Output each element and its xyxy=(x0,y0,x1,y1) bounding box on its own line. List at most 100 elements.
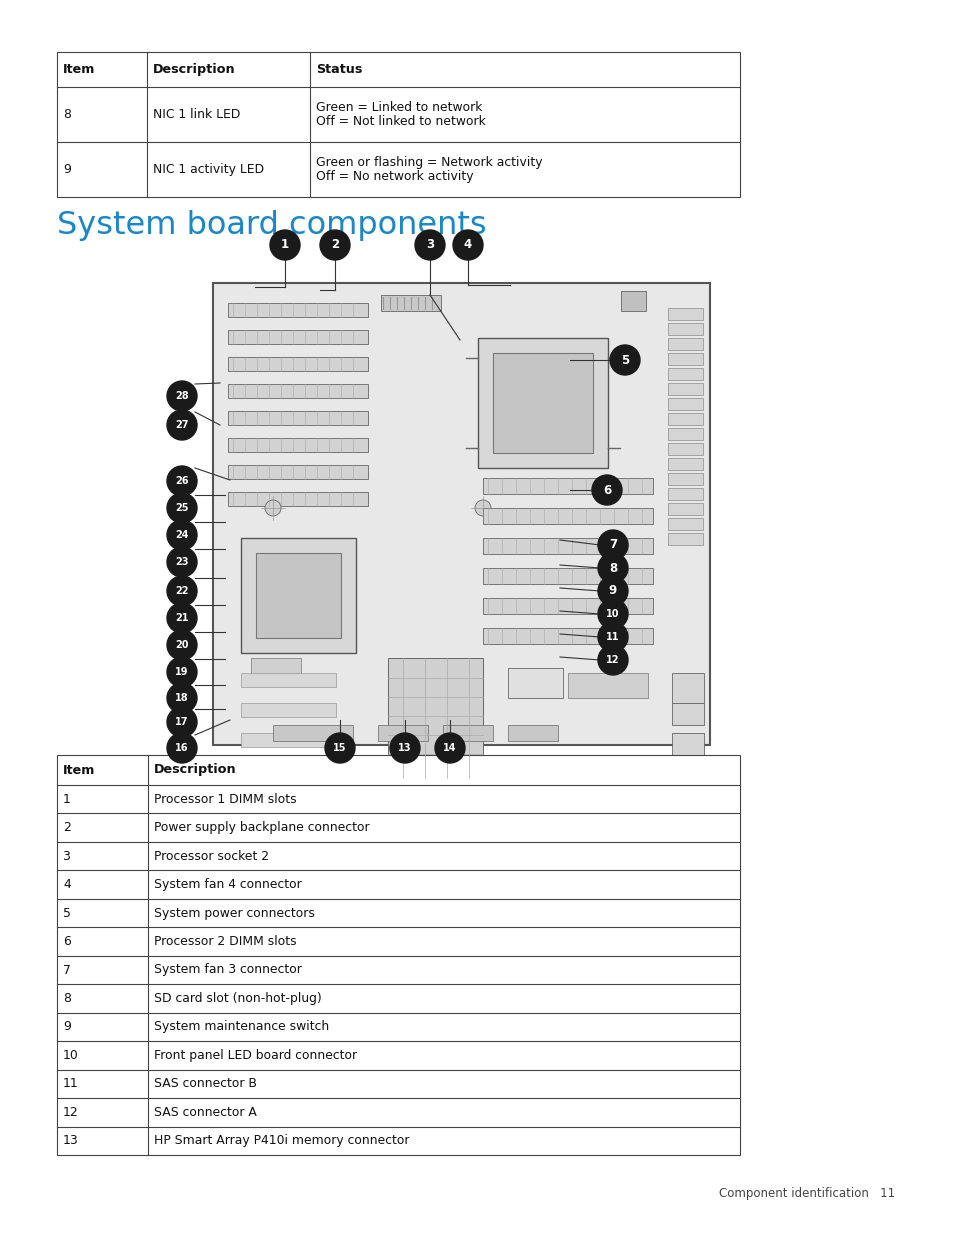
Text: 8: 8 xyxy=(608,562,617,574)
Text: 5: 5 xyxy=(620,353,628,367)
Text: 11: 11 xyxy=(605,632,619,642)
Bar xyxy=(228,466,368,479)
Text: HP Smart Array P410i memory connector: HP Smart Array P410i memory connector xyxy=(153,1134,409,1147)
Text: 10: 10 xyxy=(605,609,619,619)
Bar xyxy=(671,823,703,845)
Circle shape xyxy=(270,230,299,261)
Circle shape xyxy=(167,603,196,634)
Bar xyxy=(482,568,652,584)
Circle shape xyxy=(167,547,196,577)
Text: SAS connector B: SAS connector B xyxy=(153,1077,256,1091)
Text: 12: 12 xyxy=(605,655,619,664)
Text: 9: 9 xyxy=(608,584,617,598)
Bar xyxy=(667,398,702,410)
Text: Status: Status xyxy=(315,63,362,77)
Bar xyxy=(667,517,702,530)
Circle shape xyxy=(435,734,464,763)
Text: 25: 25 xyxy=(175,503,189,513)
Text: 20: 20 xyxy=(175,640,189,650)
Bar xyxy=(241,703,335,718)
Bar xyxy=(667,503,702,515)
Bar xyxy=(241,823,335,837)
Circle shape xyxy=(167,683,196,713)
Text: 7: 7 xyxy=(608,538,617,552)
Circle shape xyxy=(167,410,196,440)
Bar xyxy=(241,538,355,653)
Bar xyxy=(667,412,702,425)
Text: 14: 14 xyxy=(443,743,456,753)
Text: 17: 17 xyxy=(175,718,189,727)
Bar xyxy=(482,538,652,555)
Circle shape xyxy=(609,345,639,375)
Circle shape xyxy=(167,734,196,763)
Bar xyxy=(482,478,652,494)
Circle shape xyxy=(167,493,196,522)
Text: 21: 21 xyxy=(175,613,189,622)
Bar xyxy=(667,534,702,545)
Circle shape xyxy=(167,576,196,606)
Text: 28: 28 xyxy=(175,391,189,401)
Text: 9: 9 xyxy=(63,1020,71,1034)
Text: Power supply backplane connector: Power supply backplane connector xyxy=(153,821,369,834)
Text: System board components: System board components xyxy=(57,210,486,241)
Text: System power connectors: System power connectors xyxy=(153,906,314,920)
Text: 1: 1 xyxy=(63,793,71,805)
Bar xyxy=(228,438,368,452)
Text: 6: 6 xyxy=(602,483,611,496)
Text: Item: Item xyxy=(63,763,95,777)
Bar xyxy=(241,793,335,806)
Text: 5: 5 xyxy=(63,906,71,920)
Bar xyxy=(477,338,607,468)
Text: 9: 9 xyxy=(63,163,71,177)
Bar xyxy=(671,673,703,703)
Text: Green or flashing = Network activity: Green or flashing = Network activity xyxy=(315,156,542,169)
Bar xyxy=(273,725,353,741)
Text: 23: 23 xyxy=(175,557,189,567)
Bar xyxy=(629,873,695,895)
Bar xyxy=(667,324,702,335)
Bar xyxy=(442,725,493,741)
Circle shape xyxy=(598,622,627,652)
Text: 6: 6 xyxy=(63,935,71,948)
Bar xyxy=(388,793,462,848)
Circle shape xyxy=(598,576,627,606)
Text: 10: 10 xyxy=(63,1049,79,1062)
Bar xyxy=(671,763,703,785)
Bar xyxy=(228,492,368,506)
Bar xyxy=(667,353,702,366)
Bar xyxy=(667,488,702,500)
Text: 24: 24 xyxy=(175,530,189,540)
Text: Component identification   11: Component identification 11 xyxy=(719,1187,894,1200)
Text: Processor 2 DIMM slots: Processor 2 DIMM slots xyxy=(153,935,296,948)
Text: 2: 2 xyxy=(331,238,338,252)
Bar xyxy=(671,703,703,725)
Bar xyxy=(493,353,593,453)
Circle shape xyxy=(167,466,196,496)
Circle shape xyxy=(598,553,627,583)
Text: Processor socket 2: Processor socket 2 xyxy=(153,850,269,863)
Bar xyxy=(380,295,440,311)
Circle shape xyxy=(598,530,627,559)
Bar xyxy=(620,291,645,311)
Text: NIC 1 activity LED: NIC 1 activity LED xyxy=(152,163,264,177)
Text: 8: 8 xyxy=(63,992,71,1005)
Text: SD card slot (non-hot-plug): SD card slot (non-hot-plug) xyxy=(153,992,321,1005)
Bar xyxy=(241,913,335,927)
Bar xyxy=(667,338,702,350)
Text: 11: 11 xyxy=(63,1077,79,1091)
Bar xyxy=(228,357,368,370)
Text: Off = Not linked to network: Off = Not linked to network xyxy=(315,115,485,128)
Bar xyxy=(228,411,368,425)
Circle shape xyxy=(415,230,444,261)
Bar xyxy=(567,673,647,698)
Text: 22: 22 xyxy=(175,585,189,597)
Text: Front panel LED board connector: Front panel LED board connector xyxy=(153,1049,356,1062)
Text: 18: 18 xyxy=(175,693,189,703)
Bar xyxy=(241,763,335,777)
Bar xyxy=(507,668,562,698)
Bar xyxy=(57,755,740,1155)
Bar xyxy=(228,303,368,317)
Text: 13: 13 xyxy=(397,743,412,753)
Circle shape xyxy=(598,599,627,629)
Text: 4: 4 xyxy=(463,238,472,252)
